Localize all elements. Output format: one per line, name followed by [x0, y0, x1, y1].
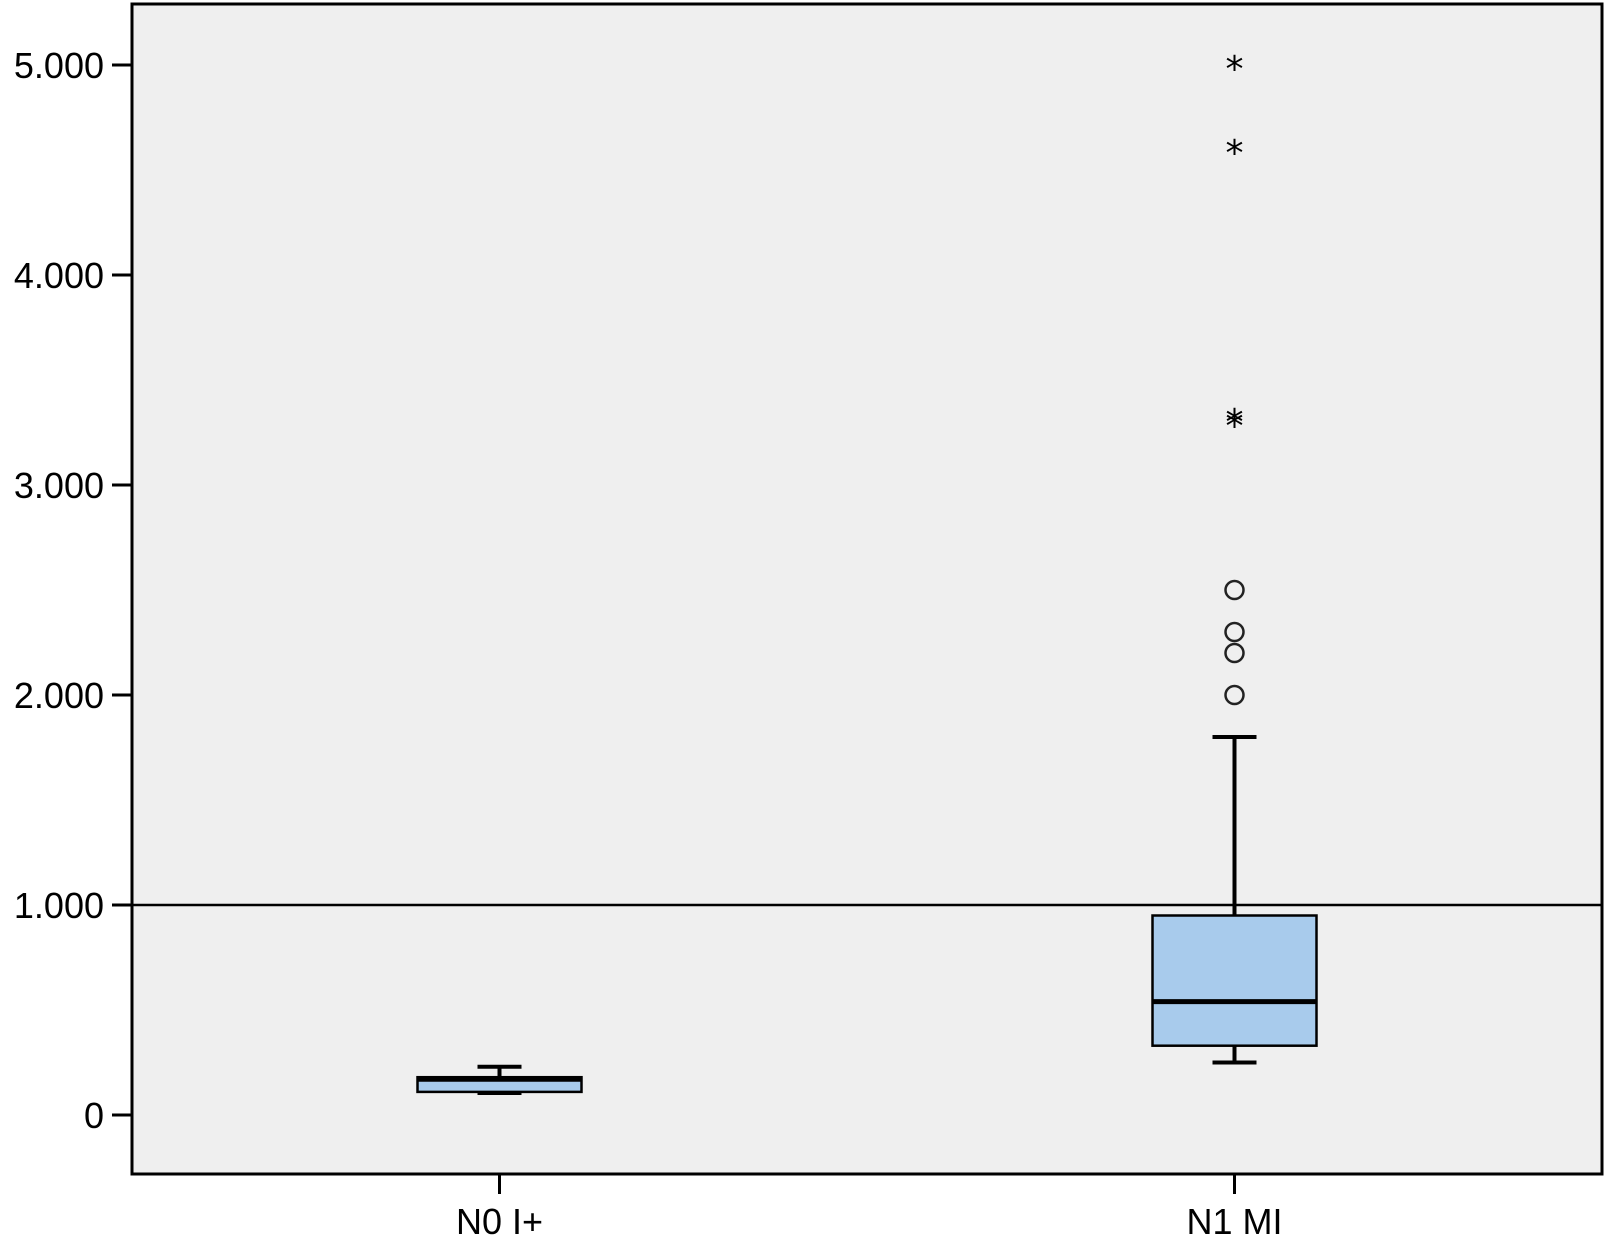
- outlier-point: [1224, 579, 1245, 601]
- outlier-point: [1224, 684, 1245, 706]
- y-tick-label: 0: [84, 1095, 104, 1136]
- y-tick-label: 5.000: [14, 45, 104, 86]
- box-iqr: [1151, 914, 1318, 1047]
- extreme-point: *: [1226, 406, 1244, 447]
- extreme-point: *: [1226, 49, 1244, 90]
- extreme-point: *: [1226, 133, 1244, 174]
- outlier-point: [1224, 621, 1245, 643]
- outlier-point: [1224, 642, 1245, 664]
- boxes-layer: ****: [416, 49, 1318, 1095]
- x-tick-label: N0 I+: [456, 1201, 543, 1242]
- x-axis: N0 I+ N1 MI: [456, 1174, 1283, 1242]
- y-tick-label: 3.000: [14, 465, 104, 506]
- box-group: [416, 1064, 583, 1095]
- y-tick-label: 4.000: [14, 255, 104, 296]
- y-tick-label: 1.000: [14, 885, 104, 926]
- y-axis: 0 1.000 2.000 3.000 4.000 5.000: [14, 45, 132, 1136]
- box-group: ****: [1151, 49, 1318, 1065]
- y-tick-label: 2.000: [14, 675, 104, 716]
- x-tick-label: N1 MI: [1186, 1201, 1282, 1242]
- extreme-point: *: [1226, 402, 1244, 443]
- plot-area: [130, 2, 1604, 1176]
